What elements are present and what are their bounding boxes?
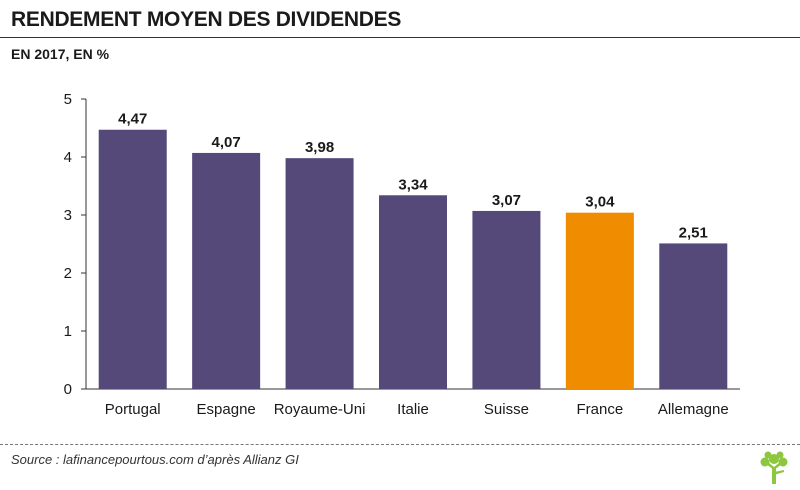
- x-tick-label: Allemagne: [658, 401, 729, 418]
- footer-divider: [0, 444, 800, 445]
- bar: [379, 195, 447, 389]
- bar: [285, 158, 354, 389]
- bar: [192, 152, 261, 389]
- y-tick-label: 5: [64, 91, 72, 108]
- x-tick-label: Suisse: [484, 401, 529, 418]
- bar: [565, 212, 634, 389]
- data-label: 4,47: [118, 111, 147, 128]
- bar: [472, 210, 541, 389]
- chart-subtitle: EN 2017, EN %: [11, 46, 110, 62]
- y-tick-label: 4: [64, 149, 72, 166]
- y-tick-label: 3: [64, 207, 72, 224]
- x-tick-label: Portugal: [105, 401, 161, 418]
- title-divider: [0, 37, 800, 38]
- x-tick-label: France: [577, 401, 624, 418]
- data-label: 2,51: [679, 224, 708, 241]
- data-label: 3,98: [305, 139, 334, 156]
- chart-title: RENDEMENT MOYEN DES DIVIDENDES: [11, 8, 402, 31]
- y-tick-label: 2: [64, 265, 72, 282]
- bar: [659, 243, 728, 389]
- y-tick-label: 0: [64, 381, 72, 398]
- x-tick-label: Royaume-Uni: [274, 401, 366, 418]
- data-label: 3,34: [398, 176, 428, 193]
- source-note: Source : lafinancepourtous.com d’après A…: [11, 452, 299, 467]
- y-tick-label: 1: [64, 323, 72, 340]
- data-label: 3,04: [585, 194, 615, 211]
- data-label: 3,07: [492, 192, 521, 209]
- x-tick-label: Italie: [397, 401, 429, 418]
- bar: [98, 129, 167, 390]
- x-tick-label: Espagne: [197, 401, 256, 418]
- data-label: 4,07: [212, 134, 241, 151]
- tree-icon: [760, 451, 788, 484]
- bar-chart: 0 1 2 3 4 5 4,47 Portugal 4,07 Espagne 3,98 Royaume…: [64, 91, 740, 418]
